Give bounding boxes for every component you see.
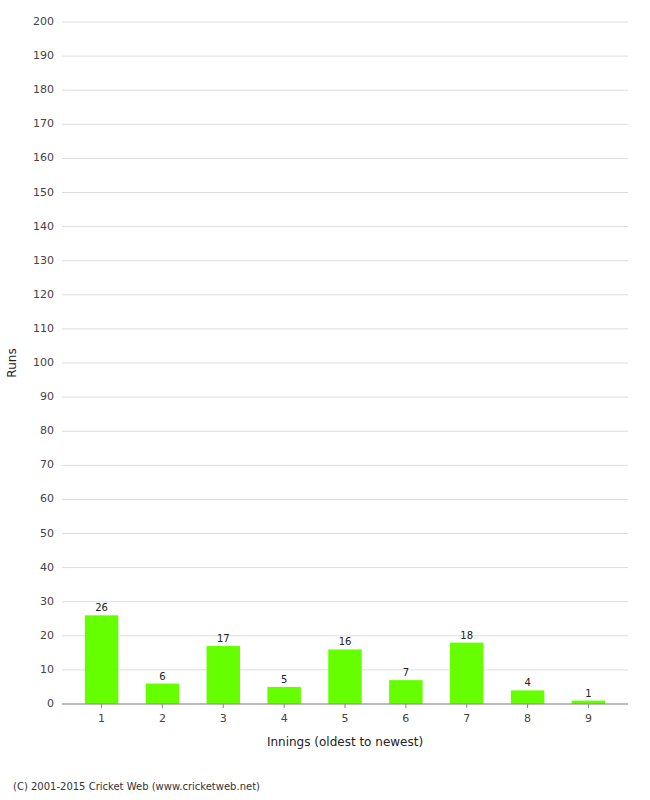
data-label: 16 (339, 636, 352, 647)
x-tick-label: 3 (220, 712, 227, 725)
data-label: 26 (95, 602, 108, 613)
data-label: 5 (281, 674, 287, 685)
grid-line (62, 294, 628, 295)
grid-line (62, 328, 628, 329)
data-label: 18 (460, 630, 473, 641)
y-tick-label: 140 (33, 220, 54, 233)
x-tick-label: 7 (463, 712, 470, 725)
x-tick (345, 704, 346, 708)
y-tick-label: 50 (40, 527, 54, 540)
x-tick (405, 704, 406, 708)
bar (267, 687, 300, 704)
y-tick-label: 110 (33, 322, 54, 335)
grid-line (62, 601, 628, 602)
grid-line (62, 56, 628, 57)
bar (450, 643, 483, 704)
y-tick-label: 60 (40, 492, 54, 505)
y-tick-label: 130 (33, 254, 54, 267)
y-tick-label: 100 (33, 356, 54, 369)
y-tick-label: 30 (40, 595, 54, 608)
y-tick-label: 70 (40, 458, 54, 471)
grid-line (62, 465, 628, 466)
grid-line (62, 22, 628, 23)
data-label: 1 (585, 688, 591, 699)
data-label: 6 (159, 671, 165, 682)
grid-line (62, 567, 628, 568)
grid-line (62, 260, 628, 261)
x-tick (588, 704, 589, 708)
grid-line (62, 533, 628, 534)
y-tick-label: 200 (33, 15, 54, 28)
x-tick (284, 704, 285, 708)
y-tick-label: 120 (33, 288, 54, 301)
y-tick-label: 190 (33, 49, 54, 62)
bars (85, 615, 605, 704)
grid-line (62, 124, 628, 125)
bar (389, 680, 422, 704)
grid-line (62, 363, 628, 364)
data-labels: 26 6 17 5 16 7 18 4 1 (95, 602, 591, 698)
x-tick (101, 704, 102, 708)
data-label: 7 (403, 667, 409, 678)
y-tick-label: 160 (33, 151, 54, 164)
x-tick-label: 6 (402, 712, 409, 725)
x-tick-label: 8 (524, 712, 531, 725)
x-tick (223, 704, 224, 708)
y-axis-label: Runs (5, 348, 19, 377)
y-tick-label: 80 (40, 424, 54, 437)
data-label: 17 (217, 633, 230, 644)
y-tick-label: 10 (40, 663, 54, 676)
y-tick-label: 180 (33, 83, 54, 96)
grid-line (62, 499, 628, 500)
x-tick-label: 4 (281, 712, 288, 725)
bar (146, 684, 179, 704)
grid-line (62, 226, 628, 227)
x-axis-label: Innings (oldest to newest) (267, 735, 423, 749)
bar (85, 615, 118, 704)
y-tick-label: 0 (47, 697, 54, 710)
x-tick-label: 9 (585, 712, 592, 725)
y-tick-label: 170 (33, 117, 54, 130)
chart-svg: 0 10 20 30 40 50 60 70 80 90 100 110 120 130 140 150 160… (0, 0, 650, 800)
x-axis: 1 2 3 4 5 6 7 8 9 (62, 704, 628, 725)
y-tick-label: 90 (40, 390, 54, 403)
x-tick (466, 704, 467, 708)
grid-line (62, 192, 628, 193)
data-label: 4 (524, 677, 530, 688)
x-tick-label: 1 (98, 712, 105, 725)
x-tick (162, 704, 163, 708)
grid-line (62, 397, 628, 398)
bar (572, 701, 605, 704)
x-tick-label: 5 (342, 712, 349, 725)
footer: (C) 2001-2015 Cricket Web (www.cricketwe… (13, 781, 260, 792)
bar (207, 646, 240, 704)
y-tick-label: 20 (40, 629, 54, 642)
y-tick-label: 40 (40, 561, 54, 574)
grid-line (62, 431, 628, 432)
chart-container: 0 10 20 30 40 50 60 70 80 90 100 110 120 130 140 150 160… (0, 0, 650, 800)
grid-line (62, 158, 628, 159)
x-tick-label: 2 (159, 712, 166, 725)
y-axis: 0 10 20 30 40 50 60 70 80 90 100 110 120 130 140 150 160… (33, 15, 628, 710)
x-tick (527, 704, 528, 708)
y-tick-label: 150 (33, 186, 54, 199)
grid-line (62, 90, 628, 91)
bar (328, 649, 361, 704)
bar (511, 690, 544, 704)
